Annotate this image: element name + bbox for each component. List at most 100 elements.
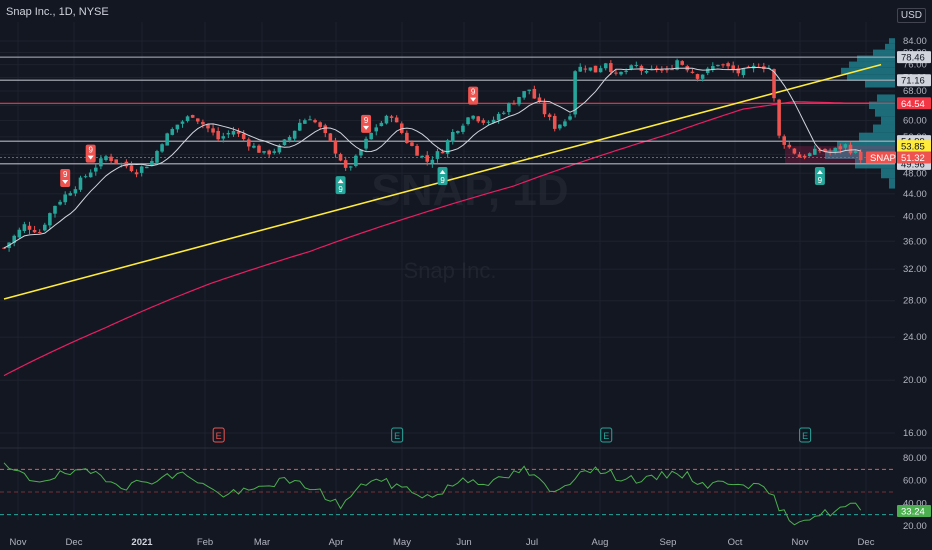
candle-body (415, 145, 419, 156)
candle-body (654, 67, 659, 69)
candle-body (257, 145, 261, 153)
candle-body (700, 74, 705, 79)
candle-body (741, 68, 746, 76)
sma-price-label: 53.85 (901, 142, 925, 153)
candle-body (670, 69, 674, 71)
last-price-label-bg (897, 151, 931, 164)
candle-body (660, 69, 664, 71)
candle-body (129, 165, 134, 172)
level-price-label-bg (897, 74, 931, 87)
candle-body (501, 112, 506, 114)
rsi-tick-label: 60.00 (903, 476, 927, 487)
price-axis[interactable]: 84.0080.0076.0072.0068.0064.0060.0056.00… (866, 36, 931, 532)
arrow-up-icon (337, 179, 344, 184)
candle-body (588, 67, 593, 71)
level-price-label-bg (897, 51, 931, 64)
candle-body (144, 166, 149, 169)
rsi-pane[interactable] (0, 462, 895, 526)
candle-body (537, 97, 542, 103)
candle-body (63, 194, 67, 203)
profile-bar (873, 124, 895, 133)
profile-bar (857, 55, 895, 62)
candle-body (389, 116, 394, 118)
candle-body (206, 124, 210, 129)
candle-body (563, 121, 567, 127)
candle-body (425, 155, 430, 162)
arrow-down-icon (87, 155, 94, 160)
profile-bar (875, 109, 895, 117)
rsi-value-label: 33.24 (901, 506, 925, 517)
earnings-badge (212, 427, 225, 443)
candle-body (818, 150, 822, 152)
candle-body (43, 224, 47, 231)
candle-body (277, 145, 282, 153)
candle-body (73, 189, 78, 194)
price-tick-label: 28.00 (903, 296, 927, 307)
candle-body (614, 72, 618, 74)
candle-body (17, 229, 22, 238)
candle-body (552, 115, 557, 129)
candle-body (83, 176, 88, 178)
earnings-label: E (394, 431, 400, 441)
candle-body (139, 166, 144, 173)
ema-200-line (3, 100, 876, 377)
time-tick-label: Dec (66, 537, 83, 548)
profile-bar (889, 38, 895, 44)
price-tick-label: 36.00 (903, 236, 927, 247)
arrow-down-icon (470, 97, 477, 102)
earnings-badge (391, 427, 404, 443)
candle-body (318, 122, 322, 127)
profile-bar (859, 132, 895, 142)
volume-profile (785, 38, 895, 189)
candle-body (37, 232, 42, 234)
candle-body (175, 124, 180, 130)
candle-body (2, 247, 6, 249)
candle-body (440, 151, 445, 154)
candle-body (68, 193, 73, 196)
profile-bar (877, 94, 895, 102)
price-tick-label: 16.00 (903, 428, 927, 439)
candle-body (450, 131, 455, 142)
symbol-tag-bg (866, 151, 896, 164)
candle-body (782, 136, 786, 145)
candle-body (364, 138, 368, 149)
price-tick-label: 40.00 (903, 211, 927, 222)
candle-body (578, 66, 583, 72)
td-buy-badge (437, 167, 448, 186)
candle-body (114, 159, 118, 163)
td-buy-count: 9 (440, 176, 445, 185)
candle-body (517, 96, 521, 105)
candle-body (170, 129, 175, 135)
time-axis[interactable]: Nov Dec 2021 Feb Mar Apr May Jun Jul Aug Sep Oct Nov… (10, 537, 875, 548)
profile-bar (837, 141, 895, 150)
candle-body (690, 71, 695, 73)
candle-body (303, 120, 307, 124)
profile-bar (847, 74, 895, 81)
td-buy-count: 9 (818, 176, 823, 185)
currency-label[interactable]: USD (896, 8, 926, 23)
candle-body (695, 74, 700, 79)
candle-body (53, 205, 57, 214)
candle-body (848, 144, 853, 154)
price-tick-label: 20.00 (903, 375, 927, 386)
time-tick-label: Nov (10, 537, 27, 548)
candle-body (705, 68, 710, 73)
candles[interactable] (2, 58, 863, 252)
candle-body (823, 148, 827, 152)
candle-body (12, 235, 16, 243)
candle-body (165, 133, 169, 146)
time-tick-label: May (393, 537, 411, 548)
candle-body (598, 68, 603, 73)
earnings-badge (799, 427, 812, 443)
candle-body (328, 133, 333, 142)
candle-body (726, 63, 730, 67)
candle-body (405, 132, 409, 143)
earnings-label: E (802, 431, 808, 441)
candle-body (104, 156, 108, 160)
candle-body (241, 133, 246, 139)
time-tick-label: Jun (456, 537, 471, 548)
candle-body (435, 151, 440, 159)
candle-body (476, 116, 481, 122)
